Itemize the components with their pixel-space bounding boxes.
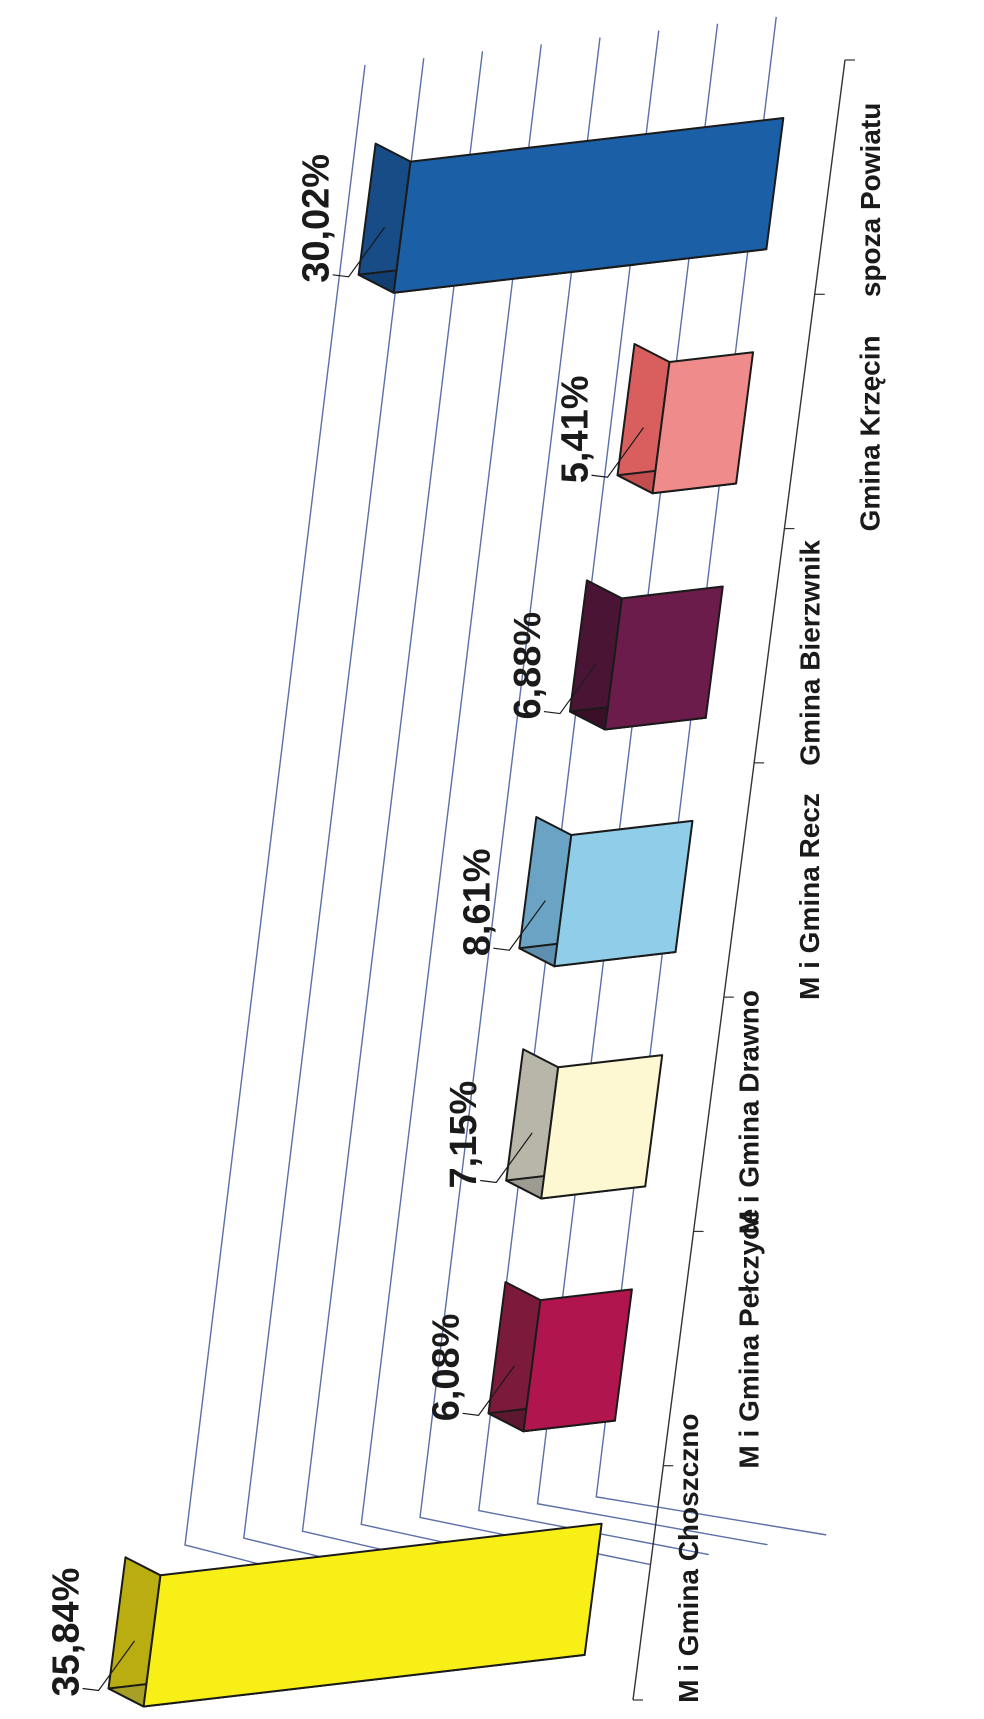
bar (518, 816, 694, 968)
category-label: M i Gmina Pełczyce (733, 1209, 764, 1469)
category-axis (632, 59, 855, 1701)
data-labels: 35,84% 6,08% 7,15% 8,61% 6,88% 5,41% 30,02% (46, 154, 644, 1697)
data-label: 8,61% (456, 848, 498, 956)
bars (107, 116, 785, 1708)
category-label: spoza Powiatu (855, 103, 886, 297)
data-label: 35,84% (46, 1568, 88, 1697)
label-leader-line (462, 1365, 515, 1416)
data-label: 5,41% (555, 375, 597, 483)
label-leader-line (543, 663, 597, 715)
data-label: 30,02% (296, 154, 338, 283)
bar (568, 579, 724, 731)
bar-front-face (142, 1522, 603, 1708)
label-leader-line (332, 226, 386, 278)
category-axis-line (632, 59, 846, 1701)
data-label: 6,88% (507, 612, 549, 720)
bar-front-face (553, 819, 694, 968)
category-label: Gmina Krzęcin (855, 335, 886, 531)
data-label: 6,08% (426, 1314, 468, 1422)
label-leader-line (591, 427, 644, 478)
category-label: M i Gmina Recz (794, 793, 825, 1000)
category-label: M i Gmina Drawno (734, 990, 765, 1234)
bar-front-face (651, 351, 755, 495)
label-leader-line (480, 1132, 533, 1184)
bar-front-face (603, 585, 724, 731)
grid-line (536, 23, 768, 1546)
bar (616, 343, 755, 495)
grid-lines (184, 16, 827, 1605)
label-leader-line (493, 900, 546, 951)
data-label: 7,15% (443, 1081, 485, 1189)
bar-front-face (522, 1288, 633, 1433)
category-label: M i Gmina Choszczno (673, 1413, 704, 1702)
bar-front-face (392, 116, 785, 294)
label-leader-line (82, 1640, 136, 1692)
grid-line (595, 16, 827, 1536)
bar (107, 1522, 603, 1708)
bar (357, 116, 785, 294)
grid-line (184, 64, 416, 1605)
bar-front-face (540, 1054, 664, 1200)
bar (505, 1048, 664, 1200)
category-label: Gmina Bierzwnik (794, 540, 825, 766)
bar (487, 1281, 633, 1433)
grid-line (477, 30, 709, 1556)
